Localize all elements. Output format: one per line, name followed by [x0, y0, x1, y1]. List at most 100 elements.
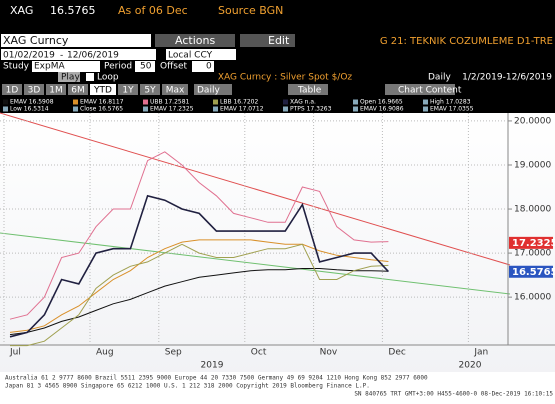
y-tick-label: 20.0000	[514, 116, 551, 126]
play[interactable]: Play	[61, 73, 80, 83]
legend-swatch	[423, 99, 428, 105]
legend-entry: EMAV 16.8117	[80, 99, 124, 106]
chart-content-label[interactable]: Chart Content	[398, 86, 462, 96]
study-label: Study	[3, 62, 30, 72]
ticker: XAG	[10, 4, 33, 17]
period-input[interactable]	[135, 61, 155, 72]
edit[interactable]: Edit	[268, 34, 290, 47]
series-line	[9, 194, 389, 338]
series-line	[9, 151, 389, 320]
trend-line	[0, 112, 511, 266]
range-button-label[interactable]: 1D	[6, 86, 19, 96]
source: Source BGN	[218, 4, 283, 17]
legend-swatch	[213, 99, 218, 105]
legend-entry: Open 16.9665	[360, 99, 403, 106]
series-line	[9, 239, 389, 333]
range-button-label[interactable]: Max	[166, 86, 185, 96]
range-button-label[interactable]: 6M	[71, 86, 85, 96]
footer-bg	[0, 372, 555, 400]
range-button[interactable]	[68, 84, 88, 95]
range-button-label[interactable]: 3D	[28, 86, 41, 96]
offset-input[interactable]	[192, 61, 214, 72]
year-label: 2019	[201, 361, 224, 371]
range-button[interactable]	[162, 84, 188, 95]
actions[interactable]: Actions	[175, 34, 215, 47]
security-input[interactable]	[1, 34, 151, 47]
range-button-label[interactable]: 5Y	[144, 86, 156, 96]
offset-label: Offset	[160, 62, 188, 72]
legend-swatch	[283, 106, 288, 112]
legend-entry: XAG n.a.	[290, 99, 316, 106]
period[interactable]: 50	[140, 62, 152, 72]
legend-swatch	[3, 99, 8, 105]
series-line	[10, 243, 389, 347]
legend-swatch	[283, 99, 288, 105]
y-tick-label: 16.0000	[514, 293, 551, 303]
legend-entry: Close 16.5765	[80, 106, 123, 113]
play-button[interactable]	[58, 72, 80, 82]
range-button-label[interactable]: YTD	[93, 86, 112, 96]
legend-swatch	[143, 106, 148, 112]
chart-content-button[interactable]	[385, 84, 455, 95]
date-sep: -	[60, 51, 63, 61]
price-tag	[509, 236, 553, 249]
freq-select[interactable]	[194, 84, 232, 95]
year-label: 2020	[459, 361, 482, 371]
date-input[interactable]	[1, 49, 156, 60]
x-tick-label: Sep	[165, 348, 182, 358]
range-button-label[interactable]: 1Y	[122, 86, 134, 96]
study-input[interactable]	[32, 61, 100, 72]
table-label[interactable]: Table	[297, 86, 322, 96]
currency[interactable]: Local CCY	[168, 51, 213, 61]
legend-swatch	[423, 106, 428, 112]
legend-entry: EMAV 16.5908	[10, 99, 54, 106]
security[interactable]: XAG Curncy	[3, 34, 69, 47]
as-of: As of 06 Dec	[118, 4, 188, 17]
x-tick-label: Aug	[96, 348, 114, 358]
price-tag-label: 17.2325	[512, 238, 555, 249]
actions-button[interactable]	[155, 34, 235, 47]
end-date[interactable]: 12/06/2019	[67, 51, 119, 61]
range-button[interactable]	[2, 84, 22, 95]
legend-entry: EMAV 16.9086	[360, 106, 404, 113]
legend-swatch	[213, 106, 218, 112]
x-tick-label: Jan	[473, 348, 488, 358]
ccy-input[interactable]	[166, 49, 236, 60]
x-tick-label: Oct	[251, 348, 267, 358]
start-date[interactable]: 01/02/2019	[3, 51, 55, 61]
legend-swatch	[353, 106, 358, 112]
x-tick-label: Dec	[388, 348, 405, 358]
range-button[interactable]	[118, 84, 138, 95]
price-tag	[509, 265, 553, 278]
range-button[interactable]	[24, 84, 44, 95]
freq-select-label[interactable]: Daily	[197, 86, 220, 96]
chart-title: XAG Curncy : Silver Spot $/Oz	[218, 73, 353, 83]
chart-bg	[0, 113, 555, 400]
y-tick-label: 19.0000	[514, 160, 551, 170]
page-title: G 21: TEKNIK COZUMLEME D1-TRE	[380, 36, 553, 47]
table-button[interactable]	[288, 84, 328, 95]
legend-entry: EMAV 17.0355	[430, 106, 474, 113]
study[interactable]: ExpMA	[34, 62, 65, 72]
edit-button[interactable]	[240, 34, 295, 47]
range-button[interactable]	[90, 84, 116, 95]
y-tick-label: 17.0000	[514, 249, 551, 259]
loop-checkbox[interactable]	[86, 73, 94, 81]
legend-swatch	[143, 99, 148, 105]
legend-swatch	[73, 106, 78, 112]
offset[interactable]: 0	[206, 62, 212, 72]
legend-entry: High 17.0283	[430, 99, 471, 106]
range-button[interactable]	[46, 84, 66, 95]
loop[interactable]: Loop	[97, 73, 119, 83]
range-button-label[interactable]: 1M	[49, 86, 63, 96]
y-tick-label: 18.0000	[514, 205, 551, 215]
footer-line: Japan 81 3 4565 8900 Singapore 65 6212 1…	[5, 383, 370, 390]
x-tick-label: Jul	[9, 348, 21, 358]
range-button[interactable]	[140, 84, 160, 95]
legend-entry: EMAV 17.2325	[150, 106, 194, 113]
legend-entry: PTPS 17.3263	[290, 106, 332, 113]
range: 1/2/2019-12/6/2019	[462, 73, 552, 83]
series-line	[9, 268, 389, 336]
